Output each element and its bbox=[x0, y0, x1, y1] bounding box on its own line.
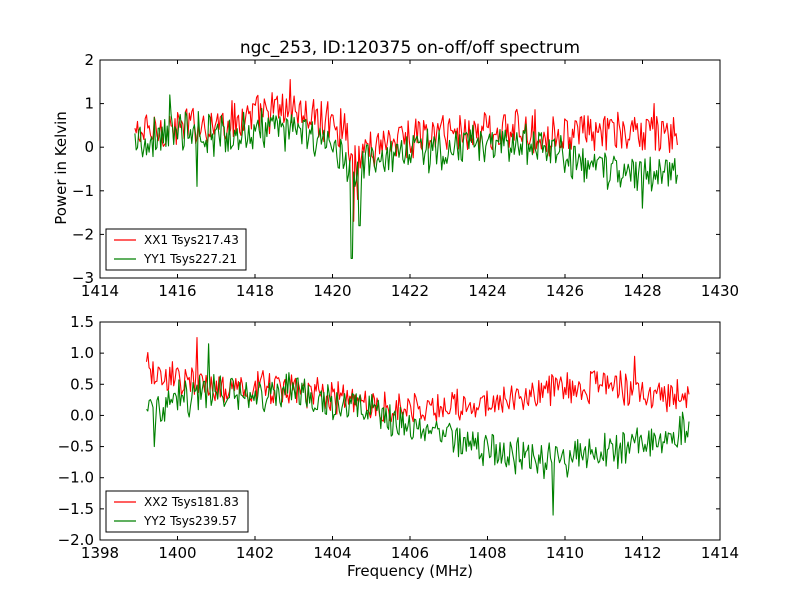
x-tick-label: 1414 bbox=[81, 282, 119, 300]
chart-top-ylabel: Power in Kelvin bbox=[52, 111, 70, 225]
chart-top-title: ngc_253, ID:120375 on-off/off spectrum bbox=[240, 38, 580, 58]
x-tick-label: 1412 bbox=[623, 544, 661, 562]
x-tick-label: 1430 bbox=[701, 282, 739, 300]
chart-bottom-legend: XX2 Tsys181.83 YY2 Tsys239.57 bbox=[105, 490, 249, 533]
x-tick-label: 1404 bbox=[313, 544, 351, 562]
chart-top-y-ticks: −3 −2 −1 0 1 2 bbox=[72, 51, 720, 287]
chart-top-frame bbox=[99, 59, 721, 279]
chart-top-legend-label-yy1: YY1 Tsys227.21 bbox=[143, 252, 237, 266]
series-line-yy2 bbox=[146, 343, 690, 516]
x-tick-label: 1414 bbox=[701, 544, 739, 562]
chart-top-legend: XX1 Tsys217.43 YY1 Tsys227.21 bbox=[105, 228, 247, 271]
y-tick-label: 0.0 bbox=[70, 406, 94, 424]
y-tick-label: −2 bbox=[72, 225, 94, 243]
chart-bottom-xlabel: Frequency (MHz) bbox=[347, 562, 473, 580]
chart-bottom-frame bbox=[99, 321, 721, 541]
chart-top-legend-label-xx1: XX1 Tsys217.43 bbox=[144, 233, 239, 247]
x-tick-label: 1406 bbox=[391, 544, 429, 562]
x-tick-label: 1426 bbox=[546, 282, 584, 300]
series-line-yy1 bbox=[134, 94, 678, 259]
x-tick-label: 1400 bbox=[158, 544, 196, 562]
chart-bottom-legend-label-yy2: YY2 Tsys239.57 bbox=[143, 514, 237, 528]
x-tick-label: 1402 bbox=[236, 544, 274, 562]
series-line-xx2 bbox=[145, 337, 690, 423]
y-tick-label: 1.0 bbox=[70, 344, 94, 362]
x-tick-label: 1408 bbox=[468, 544, 506, 562]
chart-bottom-series bbox=[145, 337, 690, 516]
y-tick-label: −1.5 bbox=[58, 500, 94, 518]
y-tick-label: 1 bbox=[84, 95, 94, 113]
x-tick-label: 1398 bbox=[81, 544, 119, 562]
y-tick-label: −0.5 bbox=[58, 438, 94, 456]
chart-top-series bbox=[134, 79, 678, 259]
chart-top-x-ticks: 1414 1416 1418 1420 1422 1424 1426 1428 1430 bbox=[81, 60, 739, 300]
y-tick-label: −1 bbox=[72, 182, 94, 200]
y-tick-label: 1.5 bbox=[70, 313, 94, 331]
chart-top-legend-box bbox=[105, 228, 247, 271]
chart-bottom: Frequency (MHz) 1398 1400 1402 1404 1406 1408… bbox=[58, 313, 740, 580]
x-tick-label: 1418 bbox=[236, 282, 274, 300]
chart-bottom-x-ticks: 1398 1400 1402 1404 1406 1408 1410 1412 1414 bbox=[81, 322, 739, 562]
chart-top: ngc_253, ID:120375 on-off/off spectrum P… bbox=[52, 38, 739, 300]
x-tick-label: 1416 bbox=[158, 282, 196, 300]
x-tick-label: 1428 bbox=[623, 282, 661, 300]
chart-bottom-legend-box bbox=[105, 490, 249, 533]
x-tick-label: 1424 bbox=[468, 282, 506, 300]
y-tick-label: 0.5 bbox=[70, 375, 94, 393]
x-tick-label: 1410 bbox=[546, 544, 584, 562]
chart-bottom-legend-label-xx2: XX2 Tsys181.83 bbox=[144, 495, 239, 509]
x-tick-label: 1422 bbox=[391, 282, 429, 300]
y-tick-label: −1.0 bbox=[58, 469, 94, 487]
y-tick-label: 0 bbox=[84, 138, 94, 156]
y-tick-label: −3 bbox=[72, 269, 94, 287]
x-tick-label: 1420 bbox=[313, 282, 351, 300]
chart-bottom-y-ticks: −2.0 −1.5 −1.0 −0.5 0.0 0.5 1.0 1.5 bbox=[58, 313, 720, 549]
y-tick-label: 2 bbox=[84, 51, 94, 69]
y-tick-label: −2.0 bbox=[58, 531, 94, 549]
